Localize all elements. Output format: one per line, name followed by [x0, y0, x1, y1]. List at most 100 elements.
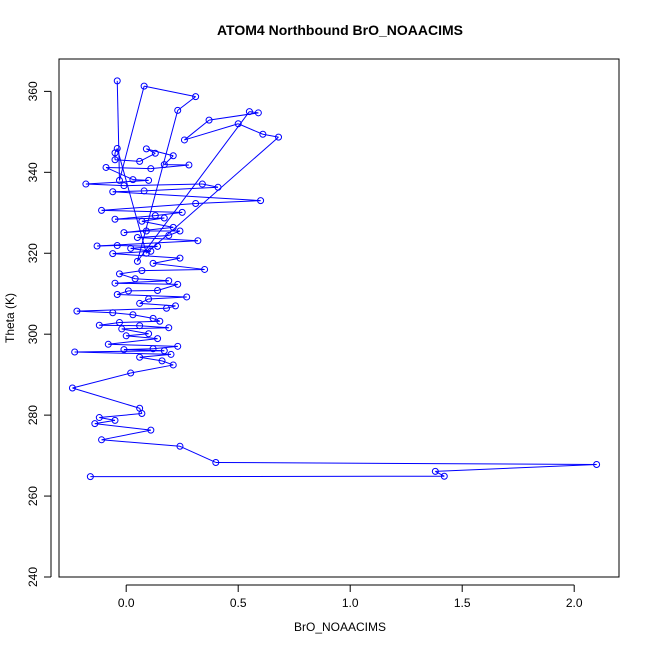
- data-point: [136, 353, 144, 361]
- x-tick-label: 1.0: [342, 596, 359, 610]
- data-point: [115, 318, 123, 326]
- series-segment: [152, 317, 160, 322]
- series-segment: [72, 387, 140, 409]
- data-point: [140, 82, 148, 90]
- data-point: [160, 161, 168, 169]
- data-point: [171, 302, 179, 310]
- data-point: [156, 317, 164, 325]
- series-segment: [117, 245, 158, 247]
- data-point: [178, 208, 186, 216]
- series-segment: [112, 250, 151, 255]
- data-point: [275, 133, 283, 141]
- data-point: [176, 227, 184, 235]
- data-point: [68, 384, 76, 392]
- data-point: [104, 340, 112, 348]
- x-tick-label: 0.5: [230, 596, 247, 610]
- series-segment: [155, 211, 183, 217]
- x-tick-label: 0.0: [118, 596, 135, 610]
- data-point: [259, 130, 267, 138]
- x-tick-label: 2.0: [566, 596, 583, 610]
- data-point: [154, 335, 162, 343]
- series-segment: [118, 85, 145, 181]
- data-point: [95, 321, 103, 329]
- data-point: [169, 361, 177, 369]
- data-point: [109, 188, 117, 196]
- data-point: [133, 257, 141, 265]
- series-segment: [114, 282, 178, 285]
- data-point: [169, 223, 177, 231]
- data-point: [593, 461, 601, 468]
- data-point: [180, 136, 188, 144]
- data-point: [73, 307, 81, 315]
- series-segment: [114, 280, 169, 284]
- series-segment: [139, 302, 176, 307]
- data-point: [111, 416, 119, 424]
- series-segment: [126, 333, 149, 337]
- data-point: [163, 304, 171, 312]
- data-point: [111, 215, 119, 223]
- data-point: [111, 279, 119, 287]
- data-point: [129, 311, 137, 319]
- data-point: [82, 180, 90, 188]
- series-segment: [184, 123, 239, 141]
- data-point: [165, 324, 173, 332]
- data-point: [138, 217, 146, 225]
- chart-title: ATOM4 Northbound BrO_NOAACIMS: [217, 22, 463, 38]
- data-point: [154, 242, 162, 250]
- series-segment: [85, 183, 124, 187]
- series-segment: [76, 310, 113, 314]
- series-segment: [215, 461, 597, 465]
- data-point: [98, 436, 106, 444]
- data-point: [151, 149, 159, 157]
- data-point: [109, 250, 117, 258]
- data-point: [140, 187, 148, 195]
- series-segment: [435, 464, 597, 472]
- data-point: [115, 176, 123, 184]
- y-tick-label: 300: [26, 324, 40, 344]
- data-point: [234, 120, 242, 128]
- series-segment: [153, 262, 205, 270]
- data-point: [111, 149, 119, 157]
- data-point: [176, 254, 184, 262]
- data-point: [118, 325, 126, 333]
- data-point: [160, 214, 168, 222]
- data-point: [111, 156, 119, 164]
- data-point: [212, 458, 220, 466]
- data-point: [127, 244, 135, 252]
- series-segment: [117, 290, 129, 296]
- series-segment: [94, 423, 151, 431]
- data-point: [138, 410, 146, 418]
- data-point: [158, 357, 166, 365]
- data-point: [113, 77, 121, 85]
- data-point: [136, 322, 144, 330]
- series-segment: [163, 155, 174, 165]
- series-segment: [114, 148, 118, 154]
- series-segment: [139, 353, 172, 358]
- y-tick-label: 340: [26, 162, 40, 182]
- data-point: [131, 275, 139, 283]
- data-point: [133, 233, 141, 241]
- y-tick-label: 320: [26, 243, 40, 263]
- data-point: [174, 106, 182, 114]
- data-point: [169, 152, 177, 160]
- series-segment: [114, 159, 140, 162]
- series-segment: [76, 307, 167, 312]
- data-point: [136, 299, 144, 307]
- x-axis-label: BrO_NOAACIMS: [294, 620, 386, 634]
- data-point: [95, 414, 103, 422]
- x-tick-label: 1.5: [454, 596, 471, 610]
- series-segment: [141, 217, 165, 222]
- data-point: [149, 345, 157, 353]
- series-segment: [101, 429, 151, 441]
- series-segment: [146, 136, 279, 254]
- plot-frame: [58, 58, 620, 578]
- series-segment: [161, 360, 174, 366]
- data-point: [124, 287, 132, 295]
- series-segment: [119, 270, 142, 275]
- data-point: [165, 277, 173, 285]
- data-point: [71, 348, 79, 356]
- data-point: [122, 332, 130, 340]
- data-point: [115, 270, 123, 278]
- series-segment: [144, 85, 196, 98]
- series-segment: [195, 200, 261, 204]
